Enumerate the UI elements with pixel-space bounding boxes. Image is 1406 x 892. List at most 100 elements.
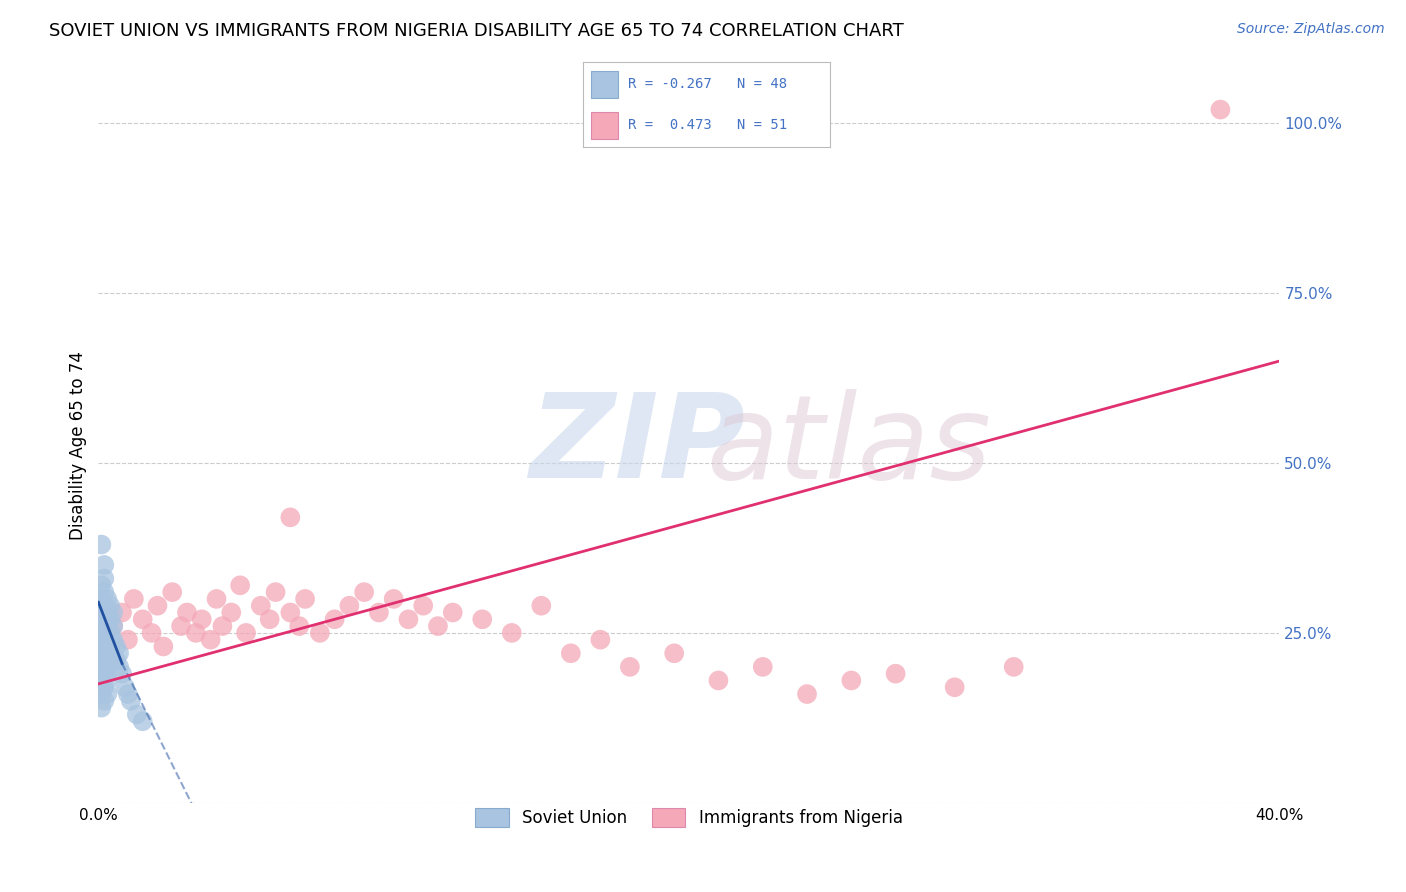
Point	[96, 632, 118, 647]
Point	[93, 572, 115, 586]
Point	[664, 646, 686, 660]
Point	[105, 653, 128, 667]
Point	[122, 591, 145, 606]
Point	[90, 700, 112, 714]
Point	[229, 578, 252, 592]
Point	[176, 606, 198, 620]
Point	[93, 626, 115, 640]
Point	[117, 687, 139, 701]
Point	[90, 660, 112, 674]
Point	[501, 626, 523, 640]
Point	[441, 606, 464, 620]
Point	[250, 599, 273, 613]
Point	[752, 660, 775, 674]
Point	[114, 680, 136, 694]
Point	[120, 694, 142, 708]
Point	[191, 612, 214, 626]
Point	[117, 632, 139, 647]
Point	[412, 599, 434, 613]
Text: SOVIET UNION VS IMMIGRANTS FROM NIGERIA DISABILITY AGE 65 TO 74 CORRELATION CHAR: SOVIET UNION VS IMMIGRANTS FROM NIGERIA …	[49, 22, 904, 40]
Point	[141, 626, 163, 640]
Text: atlas: atlas	[707, 389, 991, 503]
Point	[619, 660, 641, 674]
Point	[368, 606, 391, 620]
Point	[560, 646, 582, 660]
Point	[98, 626, 121, 640]
Point	[184, 626, 207, 640]
Point	[1002, 660, 1025, 674]
Point	[235, 626, 257, 640]
Point	[93, 653, 115, 667]
Point	[170, 619, 193, 633]
Legend: Soviet Union, Immigrants from Nigeria: Soviet Union, Immigrants from Nigeria	[468, 801, 910, 834]
Text: ZIP: ZIP	[530, 389, 745, 503]
Point	[280, 606, 302, 620]
Point	[111, 606, 134, 620]
Y-axis label: Disability Age 65 to 74: Disability Age 65 to 74	[69, 351, 87, 541]
Point	[339, 599, 361, 613]
Point	[98, 640, 121, 654]
Point	[259, 612, 281, 626]
Point	[132, 714, 155, 729]
Point	[93, 558, 115, 572]
Point	[90, 578, 112, 592]
Point	[93, 599, 115, 613]
Point	[884, 666, 907, 681]
Point	[146, 599, 169, 613]
Point	[309, 626, 332, 640]
Point	[471, 612, 494, 626]
Text: R = -0.267   N = 48: R = -0.267 N = 48	[627, 78, 787, 92]
FancyBboxPatch shape	[591, 112, 619, 139]
Point	[841, 673, 863, 688]
Point	[132, 612, 155, 626]
Point	[108, 660, 131, 674]
Point	[152, 640, 174, 654]
Point	[93, 640, 115, 654]
Point	[93, 694, 115, 708]
Point	[96, 673, 118, 688]
Point	[796, 687, 818, 701]
Point	[90, 632, 112, 647]
Point	[96, 591, 118, 606]
Point	[96, 660, 118, 674]
Point	[90, 537, 112, 551]
Point	[96, 646, 118, 660]
Point	[103, 632, 125, 647]
Point	[98, 653, 121, 667]
Point	[90, 673, 112, 688]
Point	[323, 612, 346, 626]
FancyBboxPatch shape	[591, 71, 619, 98]
Point	[96, 606, 118, 620]
Point	[200, 632, 222, 647]
Point	[96, 619, 118, 633]
Point	[93, 680, 115, 694]
Point	[93, 612, 115, 626]
Point	[125, 707, 148, 722]
Point	[1209, 103, 1232, 117]
Point	[98, 612, 121, 626]
Point	[96, 687, 118, 701]
Point	[205, 591, 228, 606]
Point	[280, 510, 302, 524]
Point	[589, 632, 612, 647]
Point	[294, 591, 316, 606]
Point	[105, 640, 128, 654]
Point	[353, 585, 375, 599]
Point	[221, 606, 243, 620]
Point	[103, 606, 125, 620]
Point	[382, 591, 405, 606]
Point	[90, 687, 112, 701]
Point	[427, 619, 450, 633]
Point	[103, 619, 125, 633]
Point	[90, 646, 112, 660]
Point	[93, 585, 115, 599]
Point	[111, 666, 134, 681]
Point	[398, 612, 420, 626]
Point	[98, 599, 121, 613]
Point	[93, 666, 115, 681]
Point	[90, 619, 112, 633]
Text: R =  0.473   N = 51: R = 0.473 N = 51	[627, 118, 787, 132]
Point	[264, 585, 287, 599]
Point	[211, 619, 233, 633]
Point	[707, 673, 730, 688]
